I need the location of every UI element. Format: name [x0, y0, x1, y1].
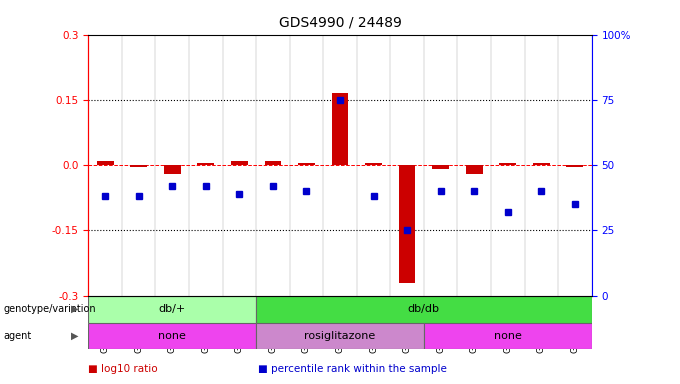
Text: db/+: db/+: [158, 304, 186, 314]
Bar: [256, 296, 592, 323]
Bar: [298, 163, 315, 165]
Text: ■ percentile rank within the sample: ■ percentile rank within the sample: [258, 364, 447, 374]
Text: none: none: [158, 331, 186, 341]
Bar: [365, 163, 382, 165]
Bar: [466, 165, 483, 174]
Text: GDS4990 / 24489: GDS4990 / 24489: [279, 15, 401, 29]
Bar: [88, 296, 256, 323]
Bar: [88, 323, 256, 349]
Bar: [499, 163, 516, 165]
Bar: [131, 165, 147, 167]
Bar: [533, 163, 549, 165]
Text: none: none: [494, 331, 522, 341]
Text: genotype/variation: genotype/variation: [3, 304, 96, 314]
Bar: [97, 161, 114, 165]
Bar: [566, 165, 583, 167]
Bar: [332, 93, 348, 165]
Text: db/db: db/db: [408, 304, 440, 314]
Bar: [432, 165, 449, 169]
Text: rosiglitazone: rosiglitazone: [305, 331, 375, 341]
Text: ▶: ▶: [71, 331, 78, 341]
Bar: [265, 161, 282, 165]
Text: ▶: ▶: [71, 304, 78, 314]
Bar: [164, 165, 181, 174]
Bar: [424, 323, 592, 349]
Bar: [398, 165, 415, 283]
Bar: [197, 163, 214, 165]
Bar: [231, 161, 248, 165]
Text: ■ log10 ratio: ■ log10 ratio: [88, 364, 158, 374]
Bar: [256, 323, 424, 349]
Text: agent: agent: [3, 331, 32, 341]
